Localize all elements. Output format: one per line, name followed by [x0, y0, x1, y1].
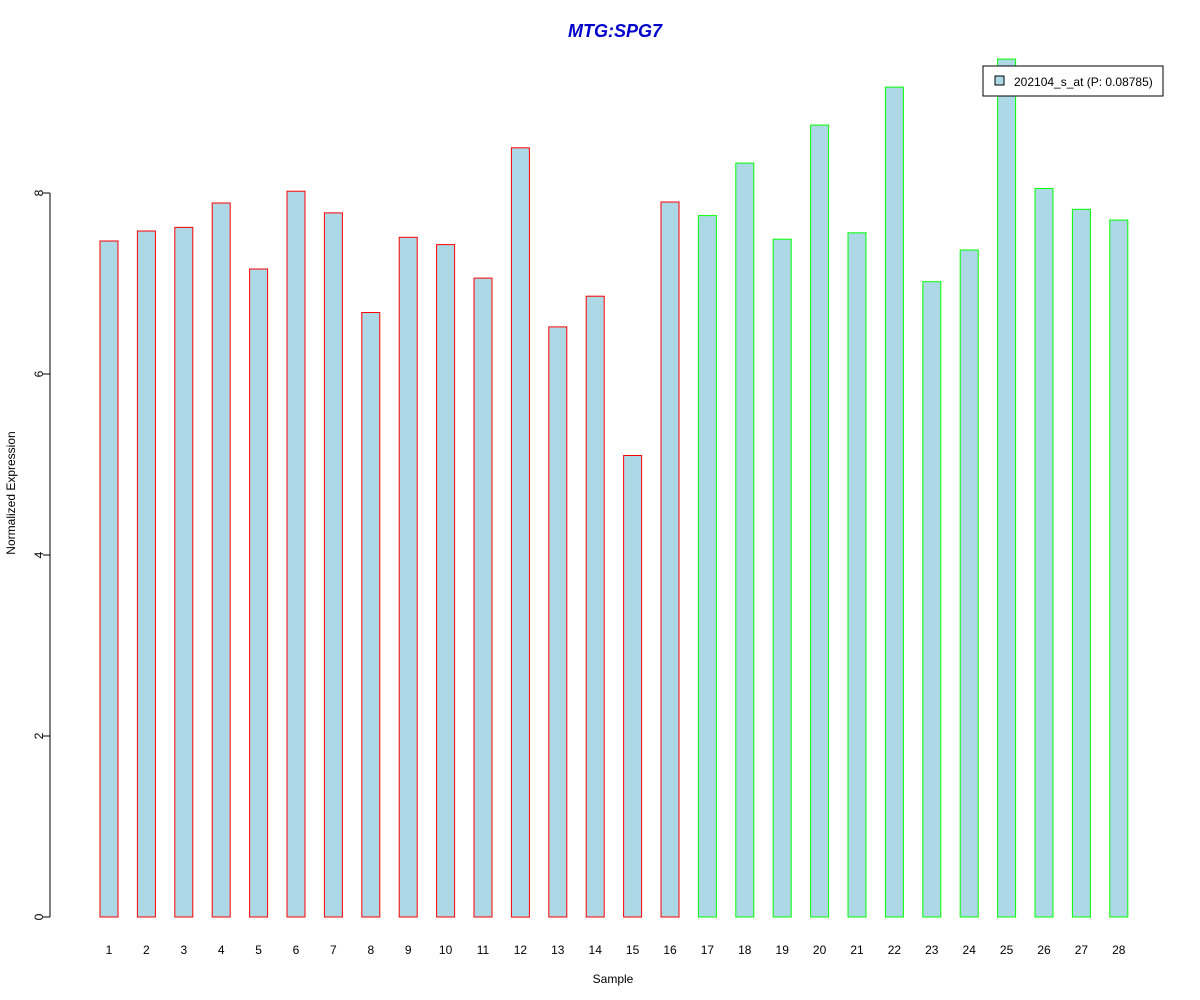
x-tick-label: 15 [626, 943, 640, 957]
x-tick-label: 4 [218, 943, 225, 957]
bar-sample-14 [585, 295, 605, 918]
x-tick-label: 9 [405, 943, 412, 957]
bar-sample-1 [99, 240, 119, 918]
bars [99, 58, 1129, 918]
bar-sample-2 [136, 230, 156, 918]
x-tick-label: 2 [143, 943, 150, 957]
x-tick-label: 19 [776, 943, 790, 957]
bar-sample-11 [473, 277, 493, 918]
x-tick-label: 28 [1112, 943, 1126, 957]
x-tick-label: 21 [850, 943, 864, 957]
bar-sample-23 [922, 281, 942, 918]
chart-title: MTG:SPG7 [568, 21, 663, 41]
bar-sample-24 [959, 249, 979, 918]
bar-sample-20 [810, 124, 830, 918]
bar-sample-10 [436, 244, 456, 918]
x-axis-labels: 1 2 3 4 5 6 7 8 9 10 11 12 13 14 15 16 17 18 19 20 21 22 23 24 2… [106, 943, 1126, 957]
bar-sample-18 [735, 162, 755, 918]
y-axis-label: Normalized Expression [4, 431, 18, 554]
x-tick-label: 14 [589, 943, 603, 957]
bar-sample-9 [398, 236, 418, 918]
bar-sample-16 [660, 201, 680, 918]
bar-sample-5 [249, 268, 269, 918]
x-tick-label: 11 [477, 943, 490, 957]
x-axis-label: Sample [593, 972, 634, 986]
x-tick-label: 10 [439, 943, 453, 957]
x-tick-label: 24 [963, 943, 977, 957]
bar-sample-3 [174, 226, 194, 918]
bar-sample-26 [1034, 188, 1054, 918]
bar-sample-17 [697, 215, 717, 918]
bar-sample-12 [510, 147, 530, 918]
bar-sample-22 [884, 86, 904, 918]
bar-sample-13 [548, 326, 568, 918]
bar-sample-27 [1071, 208, 1091, 918]
bar-sample-4 [211, 202, 231, 918]
x-tick-label: 3 [180, 943, 187, 957]
x-tick-label: 17 [701, 943, 715, 957]
x-tick-label: 12 [514, 943, 528, 957]
x-tick-label: 5 [255, 943, 262, 957]
bar-sample-7 [323, 212, 343, 918]
x-tick-label: 23 [925, 943, 939, 957]
x-tick-label: 1 [106, 943, 113, 957]
x-tick-label: 22 [888, 943, 902, 957]
y-tick-label: 2 [32, 732, 46, 739]
bar-sample-6 [286, 190, 306, 918]
bar-sample-8 [361, 312, 381, 918]
x-tick-label: 20 [813, 943, 827, 957]
y-tick-label: 6 [32, 370, 46, 377]
x-tick-label: 18 [738, 943, 752, 957]
bar-sample-21 [847, 232, 867, 918]
y-tick-label: 0 [32, 913, 46, 920]
bar-sample-28 [1109, 219, 1129, 918]
x-tick-label: 7 [330, 943, 337, 957]
x-tick-label: 25 [1000, 943, 1014, 957]
y-tick-label: 8 [32, 189, 46, 196]
x-tick-label: 16 [663, 943, 677, 957]
legend-box [982, 65, 1164, 97]
legend-swatch [994, 75, 1005, 86]
x-tick-label: 27 [1075, 943, 1089, 957]
bar-sample-25 [997, 58, 1017, 918]
x-tick-label: 13 [551, 943, 565, 957]
x-tick-label: 26 [1037, 943, 1051, 957]
x-tick-label: 6 [293, 943, 300, 957]
bar-sample-19 [772, 238, 792, 918]
x-tick-label: 8 [367, 943, 374, 957]
legend-label: 202104_s_at (P: 0.08785) [1014, 75, 1153, 89]
legend: 202104_s_at (P: 0.08785) [982, 65, 1164, 97]
y-tick-label: 4 [32, 551, 46, 558]
y-axis: 0 2 4 6 8 [32, 189, 51, 920]
bar-sample-15 [623, 455, 643, 918]
